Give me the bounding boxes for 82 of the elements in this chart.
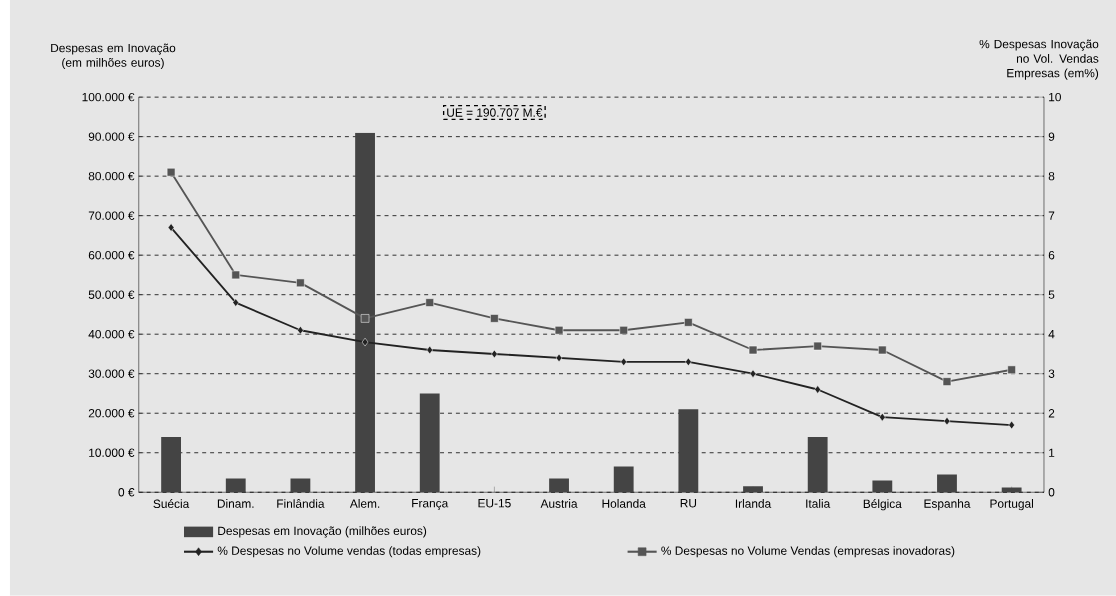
point	[231, 270, 240, 280]
x-tick-label: Espanha	[924, 499, 971, 511]
y2-tick-label: 5	[1048, 290, 1055, 300]
point	[426, 345, 433, 355]
y-tick-label: 70.000 €	[88, 211, 135, 221]
point	[749, 369, 757, 379]
bar	[549, 478, 569, 493]
x-tick-label: Italia	[806, 499, 831, 509]
point	[684, 318, 693, 327]
bar	[290, 478, 311, 493]
y-tick-label: 50.000 €	[88, 290, 135, 300]
point	[619, 326, 628, 335]
point	[1008, 421, 1015, 430]
y2-tick-label: 2	[1048, 409, 1055, 418]
y2-tick-label: 6	[1048, 251, 1055, 260]
x-tick-label: Bélgica	[863, 499, 902, 511]
point	[297, 326, 304, 335]
x-tick-label: Austria	[540, 499, 578, 509]
y-tick-label: 10.000 €	[89, 448, 135, 458]
point	[685, 357, 692, 367]
y-tick-label: 100.000 €	[82, 93, 135, 102]
x-tick-label: EU-15	[478, 499, 511, 508]
x-tick-label: Irlanda	[735, 499, 772, 509]
bar	[872, 480, 893, 493]
y-tick-label: 60.000 €	[88, 251, 135, 260]
bar	[807, 437, 828, 493]
y2-tick-label: 7	[1048, 211, 1055, 220]
point	[814, 385, 821, 394]
x-tick-label: Alem.	[349, 499, 380, 509]
point	[232, 298, 239, 307]
x-tick-label: Dinam.	[217, 499, 254, 509]
point	[748, 345, 758, 355]
point	[554, 326, 564, 335]
y2-tick-label: 9	[1048, 132, 1055, 142]
bar	[355, 132, 375, 493]
bar	[419, 393, 440, 493]
y2-axis-title: % Despesas Inovação no Vol. Vendas Empresas (em%)	[979, 39, 1099, 80]
point	[166, 168, 176, 177]
legend-label: Despesas em Inovação (milhões euros)	[218, 526, 427, 538]
point	[620, 357, 627, 367]
point	[167, 223, 175, 232]
point	[879, 413, 886, 422]
x-tick-label: Finlândia	[277, 499, 325, 509]
bar	[613, 466, 634, 493]
y2-tick-label: 10	[1049, 93, 1061, 102]
point	[491, 349, 498, 359]
bar	[743, 486, 763, 493]
bar	[937, 474, 957, 493]
y2-tick-label: 1	[1049, 448, 1055, 457]
y-tick-label: 40.000 €	[88, 330, 135, 339]
bar	[161, 437, 181, 493]
x-tick-label: Suécia	[153, 499, 190, 509]
point	[878, 345, 887, 355]
point	[360, 314, 370, 323]
x-tick-label: França	[412, 499, 449, 511]
y2-tick-label: 4	[1048, 330, 1055, 339]
point	[1007, 365, 1016, 375]
y-tick-label: 80.000 €	[88, 172, 135, 181]
annotation: UE = 190.707 M.€	[447, 108, 543, 117]
y2-tick-label: 3	[1048, 369, 1055, 379]
legend-label: % Despesas no Volume Vendas (empresas inovadoras)	[661, 546, 955, 558]
y-tick-label: 20.000 €	[88, 409, 135, 418]
point	[813, 341, 822, 351]
y-tick-label: 30.000 €	[88, 369, 135, 379]
x-tick-label: RU	[680, 499, 697, 508]
legend-label: % Despesas no Volume vendas (todas empresas)	[217, 546, 481, 558]
point	[490, 314, 499, 323]
y2-tick-label: 8	[1048, 172, 1055, 181]
y2-tick-label: 0	[1048, 488, 1055, 497]
y-tick-label: 0 €	[118, 488, 135, 497]
bar	[225, 478, 246, 493]
y-axis-title: Despesas em Inovação (em milhões euros)	[51, 43, 176, 70]
point	[555, 353, 563, 363]
bar	[678, 409, 699, 493]
point	[296, 278, 305, 288]
point	[942, 377, 952, 387]
point	[425, 298, 434, 307]
y-tick-label: 90.000 €	[88, 132, 135, 142]
x-tick-label: Holanda	[602, 499, 646, 509]
point	[943, 417, 951, 426]
point	[361, 338, 369, 347]
x-tick-label: Portugal	[990, 499, 1033, 511]
